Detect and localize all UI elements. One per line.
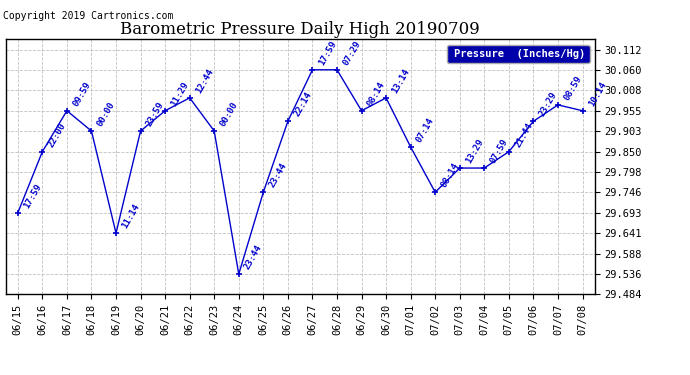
Text: 07:14: 07:14 — [415, 116, 436, 144]
Text: 11:14: 11:14 — [120, 202, 141, 230]
Text: 11:29: 11:29 — [169, 80, 190, 108]
Text: 00:00: 00:00 — [218, 100, 239, 128]
Text: 23:29: 23:29 — [538, 91, 559, 118]
Text: 12:44: 12:44 — [194, 67, 215, 95]
Text: 09:59: 09:59 — [71, 80, 92, 108]
Text: Copyright 2019 Cartronics.com: Copyright 2019 Cartronics.com — [3, 11, 174, 21]
Text: 22:00: 22:00 — [46, 121, 68, 149]
Text: 23:59: 23:59 — [145, 100, 166, 128]
Text: 17:59: 17:59 — [22, 182, 43, 210]
Text: 23:44: 23:44 — [268, 162, 288, 189]
Text: 08:14: 08:14 — [440, 162, 461, 189]
Text: 13:29: 13:29 — [464, 138, 485, 165]
Text: 00:00: 00:00 — [96, 100, 117, 128]
Text: 07:29: 07:29 — [341, 39, 362, 67]
Text: 07:59: 07:59 — [489, 138, 510, 165]
Title: Barometric Pressure Daily High 20190709: Barometric Pressure Daily High 20190709 — [120, 21, 480, 38]
Text: 23:44: 23:44 — [243, 243, 264, 272]
Legend: Pressure  (Inches/Hg): Pressure (Inches/Hg) — [447, 45, 589, 63]
Text: 22:14: 22:14 — [292, 91, 313, 118]
Text: 13:14: 13:14 — [391, 67, 411, 95]
Text: 17:59: 17:59 — [317, 39, 338, 67]
Text: 08:59: 08:59 — [562, 74, 583, 102]
Text: 08:14: 08:14 — [366, 80, 387, 108]
Text: 10:14: 10:14 — [586, 80, 608, 108]
Text: 21:44: 21:44 — [513, 121, 534, 149]
